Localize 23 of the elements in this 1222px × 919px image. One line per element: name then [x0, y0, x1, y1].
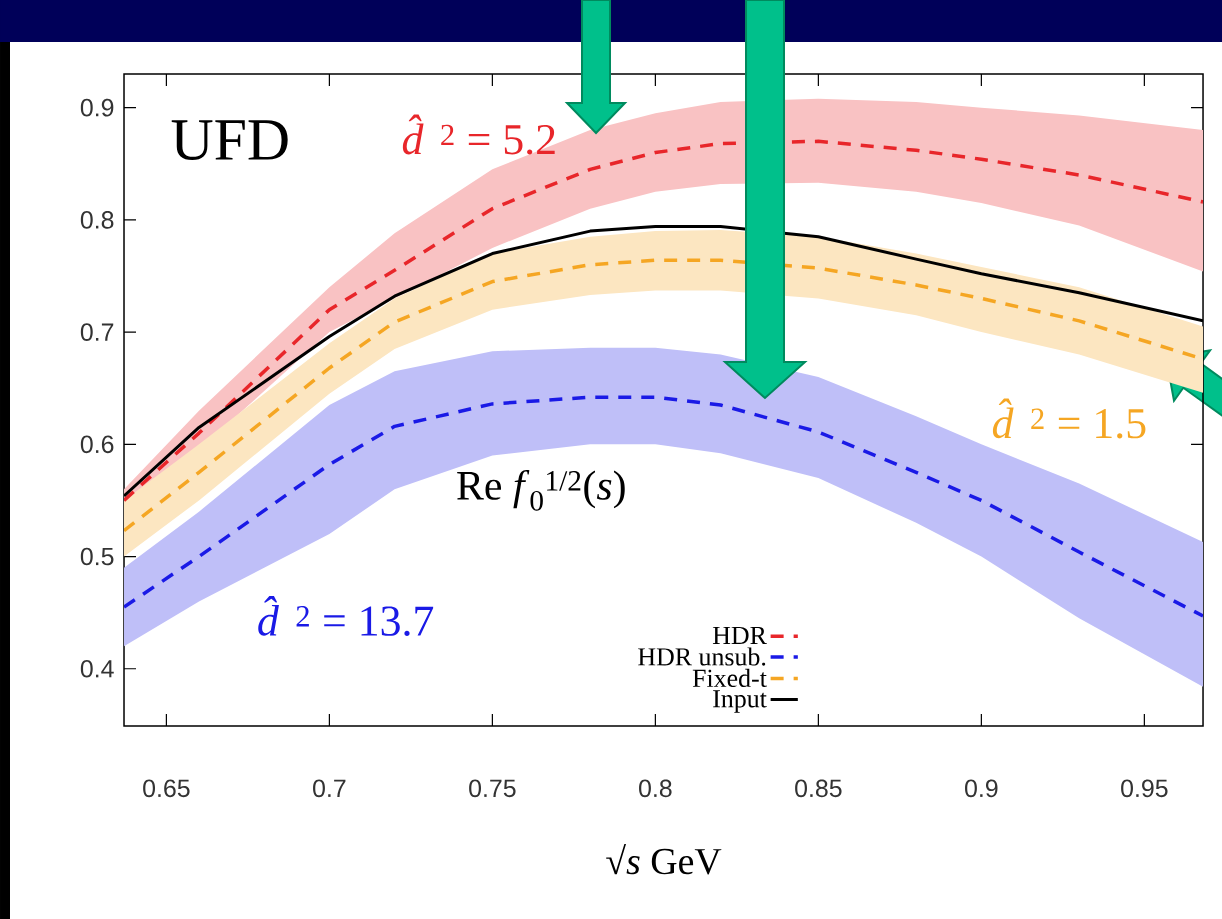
x-tick-label: 0.75 — [469, 779, 516, 798]
annotation: Re f$_{0}$$^{1/2}$(s) — [457, 469, 625, 511]
x-axis-title: √s GeV — [606, 843, 722, 875]
y-tick-label: 0.8 — [80, 211, 114, 229]
annotation: d̂$^{2}$ = 1.5 — [992, 398, 1146, 439]
y-tick-label: 0.5 — [80, 547, 114, 566]
legend-label: Fixed-t — [692, 668, 767, 688]
x-tick-label: 0.85 — [795, 779, 842, 798]
x-tick-label: 0.95 — [1121, 779, 1168, 798]
x-tick-label: 0.7 — [313, 779, 346, 798]
legend-label: Input — [713, 690, 767, 713]
legend-label: HDR — [712, 626, 767, 644]
y-tick-label: 0.4 — [80, 659, 114, 678]
legend-label: HDR unsub. — [638, 647, 766, 666]
annotation: d̂$^{2}$ = 5.2 — [402, 114, 555, 155]
y-tick-label: 0.6 — [80, 435, 114, 454]
y-tick-label: 0.9 — [80, 98, 114, 117]
annotation: UFD — [171, 120, 288, 161]
x-tick-label: 0.8 — [639, 779, 672, 798]
x-tick-label: 0.65 — [143, 779, 190, 798]
x-tick-label: 0.9 — [965, 779, 998, 798]
annotation: d̂$^{2}$ = 13.7 — [258, 596, 434, 637]
y-tick-label: 0.7 — [80, 323, 114, 341]
